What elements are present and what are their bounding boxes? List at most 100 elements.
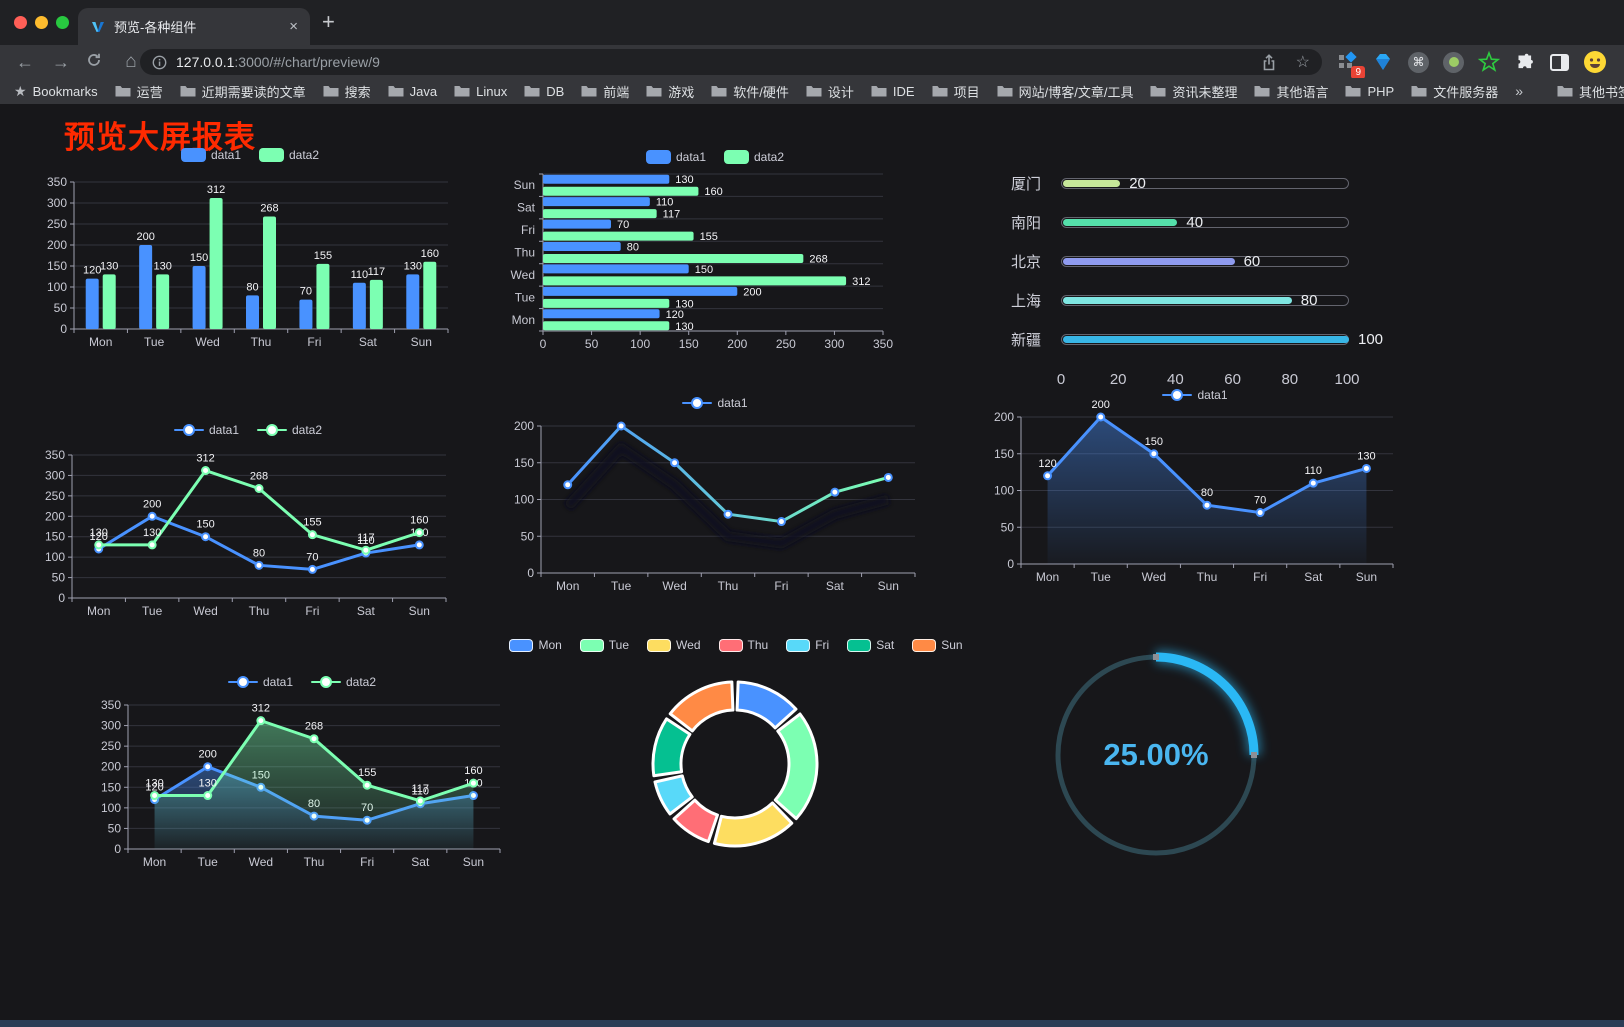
reload-icon[interactable] (86, 52, 112, 68)
line-chart-canvas[interactable]: 0 50 100 150 200 Mon Tue Wed Thu Fri Sat Sun 120 200 1… (985, 399, 1405, 592)
svg-text:130: 130 (404, 260, 422, 272)
star-extension-icon[interactable] (1477, 50, 1501, 73)
bookmark-item[interactable]: 近期需要读的文章 (180, 82, 306, 101)
menu-kebab-icon[interactable]: ⋮ (1621, 52, 1624, 72)
legend-item[interactable]: Thu (718, 638, 768, 652)
url-text: 127.0.0.1:3000/#/chart/preview/9 (176, 54, 380, 70)
bookmark-item[interactable]: Linux (454, 84, 507, 99)
legend-item[interactable]: Mon (509, 638, 562, 652)
svg-text:160: 160 (410, 515, 428, 527)
profile-avatar[interactable] (1583, 50, 1607, 74)
svg-text:Sat: Sat (411, 855, 430, 869)
sidepanel-icon[interactable] (1550, 53, 1569, 71)
command-extension-icon[interactable]: ⌘ (1408, 51, 1429, 73)
legend-item[interactable]: data1 (227, 675, 293, 689)
bookmark-item[interactable]: PHP (1345, 84, 1394, 99)
legend-item[interactable]: data2 (259, 148, 319, 162)
bookmarks-overflow-chevron[interactable]: » (1515, 83, 1524, 99)
legend-item[interactable]: Tue (579, 638, 629, 652)
line-chart-canvas[interactable]: 0 50 100 150 200 250 300 350 Mon Tue Wed Thu Fri Sat S… (38, 437, 458, 628)
progress-track[interactable]: 40 (1061, 214, 1349, 231)
bar (543, 209, 657, 219)
address-bar[interactable]: 127.0.0.1:3000/#/chart/preview/9 ☆ (140, 49, 1322, 75)
bookmark-item[interactable]: 运营 (115, 82, 163, 101)
legend-item[interactable]: Sun (912, 638, 963, 652)
bar (543, 309, 660, 319)
bookmark-item[interactable]: Java (388, 84, 437, 99)
svg-text:Thu: Thu (251, 335, 272, 349)
svg-text:350: 350 (47, 175, 67, 189)
svg-text:Wed: Wed (249, 855, 273, 869)
legend-item[interactable]: data1 (180, 148, 241, 162)
grid-extension-icon[interactable]: 9 (1336, 51, 1365, 79)
gem-extension-icon[interactable] (1372, 52, 1394, 72)
line-chart-canvas[interactable]: 0 50 100 150 200 Mon Tue Wed Thu Fri Sat Sun (505, 410, 925, 602)
legend-item[interactable]: Fri (786, 638, 829, 652)
new-tab-button[interactable]: + (322, 9, 335, 34)
bookmarks-manager-item[interactable]: ★ Bookmarks (14, 83, 98, 100)
svg-text:350: 350 (101, 698, 121, 712)
bookmark-item[interactable]: 其他语言 (1254, 82, 1328, 101)
legend-item[interactable]: Sat (847, 638, 894, 652)
legend-item[interactable]: data1 (1162, 388, 1228, 402)
bar-chart-canvas[interactable]: 0 50 100 150 200 250 300 350 Mon Tue Wed Thu Fri Sat S… (40, 162, 460, 355)
other-bookmarks-item[interactable]: 其他书签 (1557, 82, 1624, 101)
bookmark-item[interactable]: 前端 (581, 82, 629, 101)
legend-item[interactable]: Wed (647, 638, 701, 652)
close-window-button[interactable] (14, 16, 27, 29)
svg-text:0: 0 (1007, 557, 1014, 571)
donut-chart-canvas[interactable] (520, 652, 952, 878)
page-title: 预览大屏报表 (64, 120, 256, 155)
minimize-window-button[interactable] (35, 16, 48, 29)
bookmark-item[interactable]: 项目 (932, 82, 980, 101)
bookmark-item[interactable]: 网站/博客/文章/工具 (997, 82, 1133, 101)
folder-icon (115, 86, 131, 97)
browser-tab[interactable]: 预览-各种组件 × (78, 8, 310, 45)
bookmark-item[interactable]: 游戏 (646, 82, 694, 101)
bookmark-item[interactable]: 设计 (806, 82, 854, 101)
puzzle-extensions-icon[interactable] (1514, 51, 1536, 73)
bookmark-label: 软件/硬件 (733, 84, 789, 100)
legend-item[interactable]: data1 (173, 423, 239, 437)
svg-text:80: 80 (627, 242, 639, 254)
progress-track[interactable]: 100 (1061, 331, 1383, 348)
progress-label: 上海 (1011, 293, 1042, 310)
data-point (362, 780, 372, 790)
tab-close-icon[interactable]: × (289, 18, 298, 35)
bookmark-item[interactable]: IDE (871, 84, 915, 99)
legend-item[interactable]: data1 (645, 150, 706, 164)
bookmark-item[interactable]: DB (524, 84, 564, 99)
progress-track[interactable]: 60 (1061, 253, 1349, 270)
progress-track[interactable]: 80 (1061, 292, 1349, 309)
folder-icon (646, 86, 662, 97)
svg-text:50: 50 (521, 529, 535, 543)
bookmark-item[interactable]: 文件服务器 (1411, 82, 1498, 101)
bookmark-label: Linux (476, 83, 508, 99)
legend-item[interactable]: data2 (724, 150, 784, 164)
svg-text:Tue: Tue (144, 335, 165, 349)
bar (543, 231, 694, 241)
bookmark-item[interactable]: 资讯未整理 (1150, 82, 1237, 101)
donut-chart: Mon Tue Wed Thu Fri Sat Sun (509, 638, 963, 878)
bookmark-item[interactable]: 搜索 (323, 82, 371, 101)
back-icon[interactable]: ← (16, 52, 34, 72)
home-icon[interactable]: ⌂ (125, 51, 137, 72)
svg-text:160: 160 (464, 765, 482, 777)
maximize-window-button[interactable] (56, 16, 69, 29)
area-fill (154, 720, 474, 849)
bar (85, 278, 99, 329)
share-icon[interactable] (1262, 53, 1276, 71)
legend-item[interactable]: data1 (682, 396, 748, 410)
recorder-extension-icon[interactable] (1443, 51, 1464, 73)
bookmark-star-icon[interactable]: ☆ (1295, 54, 1310, 71)
bookmark-item[interactable]: 软件/硬件 (711, 82, 789, 101)
svg-text:0: 0 (58, 591, 65, 605)
forward-icon[interactable]: → (52, 52, 70, 72)
line-chart-canvas[interactable]: 0 50 100 150 200 250 300 350 Mon Tue Wed Thu Fri Sat S… (92, 689, 512, 878)
legend-item[interactable]: data2 (311, 675, 376, 689)
legend-item[interactable]: data2 (257, 423, 322, 437)
progress-track[interactable]: 20 (1061, 175, 1349, 192)
site-info-icon[interactable] (152, 55, 167, 70)
gauge-canvas[interactable]: 25.00% (1036, 633, 1276, 878)
